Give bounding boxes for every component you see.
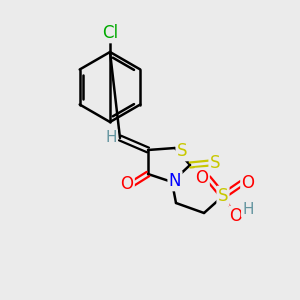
Text: Cl: Cl (102, 24, 118, 42)
Text: O: O (121, 175, 134, 193)
Text: N: N (169, 172, 181, 190)
Text: H: H (105, 130, 117, 146)
Text: S: S (177, 142, 187, 160)
Text: O: O (242, 174, 254, 192)
Text: O: O (196, 169, 208, 187)
Text: S: S (210, 154, 220, 172)
Text: H: H (242, 202, 254, 217)
Text: O: O (230, 207, 242, 225)
Text: S: S (218, 187, 228, 205)
